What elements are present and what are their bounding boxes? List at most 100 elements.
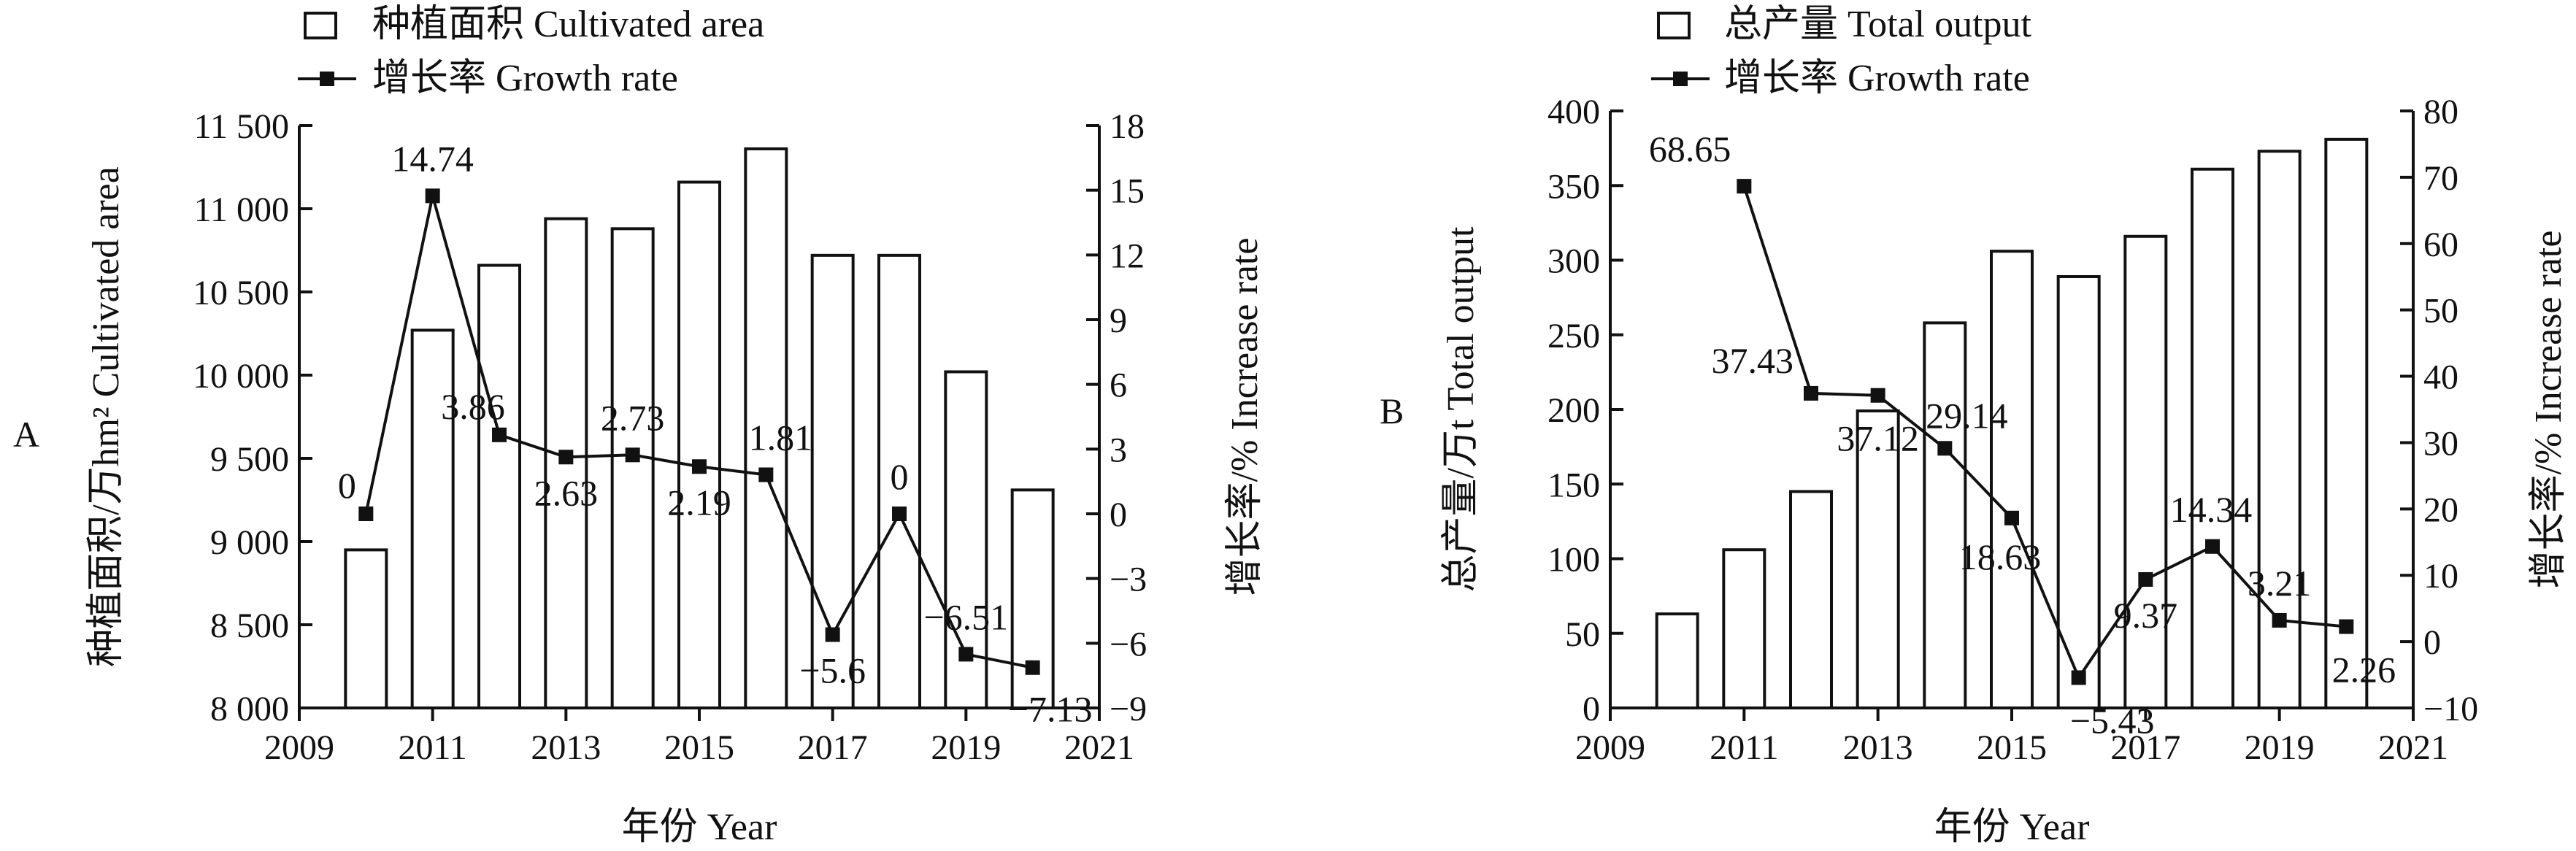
growth-rate-point-2014 xyxy=(1937,441,1953,456)
bar-2010 xyxy=(344,548,388,710)
right-y-tick-label: 6 xyxy=(1110,366,1127,405)
right-y-tick-label: 15 xyxy=(1110,172,1145,211)
right-y-tick-label: 0 xyxy=(2423,623,2441,662)
left-y-tick-label: 10 500 xyxy=(193,274,289,312)
left-y-tick-label: 150 xyxy=(1547,466,1600,504)
growth-rate-label-2010: 0 xyxy=(338,465,356,506)
ticks-b: 2009 2011 2013 2015 2017 2019 2021050100150200… xyxy=(1547,93,2478,767)
bar-2012 xyxy=(1789,490,1833,709)
growth-rate-series-a: 0 14.74 3.86 2.632.73 2.19 1.81 −5.6 0 −6.51 −7.1… xyxy=(338,138,1093,729)
growth-rate-point-2020 xyxy=(2339,619,2354,634)
right-y-tick-label: 40 xyxy=(2423,358,2458,397)
left-y-tick-label: 8 000 xyxy=(210,690,289,728)
growth-rate-label-2018: 14.34 xyxy=(2170,489,2253,530)
left-y-tick-label: 400 xyxy=(1547,93,1600,131)
right-y-tick-label: −9 xyxy=(1110,690,1147,728)
growth-rate-label-2020: 2.26 xyxy=(2332,650,2396,690)
right-y-tick-label: 3 xyxy=(1110,431,1127,469)
right-y-axis-title: 增长率/% Increase rate xyxy=(2528,231,2569,589)
growth-rate-point-2013 xyxy=(1870,388,1885,403)
x-axis-title: 年份 Year xyxy=(622,806,777,848)
x-tick-label: 2013 xyxy=(531,728,601,767)
x-axis-title: 年份 Year xyxy=(1934,806,2090,848)
growth-rate-point-2020 xyxy=(1025,660,1040,675)
panel-a-letter: A xyxy=(13,414,39,455)
legend-bar-swatch xyxy=(1657,12,1691,39)
growth-rate-point-2011 xyxy=(1737,179,1752,194)
left-y-tick-label: 10 000 xyxy=(193,357,289,396)
x-tick-label: 2021 xyxy=(1064,728,1134,767)
growth-rate-label-2019: −6.51 xyxy=(923,596,1008,637)
growth-rate-point-2017 xyxy=(825,627,840,642)
growth-rate-point-2015 xyxy=(692,459,707,474)
growth-rate-label-2014: 2.73 xyxy=(601,397,665,438)
growth-rate-point-2019 xyxy=(2272,612,2287,628)
left-y-tick-label: 100 xyxy=(1547,541,1600,579)
growth-rate-point-2014 xyxy=(625,447,640,463)
right-y-tick-label: 50 xyxy=(2423,292,2458,331)
x-tick-label: 2019 xyxy=(931,728,1001,767)
x-tick-label: 2011 xyxy=(1710,728,1778,767)
bar-2020 xyxy=(1010,488,1055,709)
growth-rate-point-2015 xyxy=(2004,510,2019,525)
growth-rate-point-2011 xyxy=(425,188,440,204)
bar-2018 xyxy=(2191,167,2234,709)
growth-rate-point-2019 xyxy=(958,647,974,662)
growth-rate-label-2018: 0 xyxy=(891,456,909,497)
bar-2016 xyxy=(744,147,788,710)
x-tick-label: 2017 xyxy=(2110,728,2180,767)
x-tick-label: 2019 xyxy=(2245,728,2315,767)
right-y-tick-label: 9 xyxy=(1110,301,1127,340)
right-y-tick-label: 12 xyxy=(1110,236,1145,275)
right-y-tick-label: 20 xyxy=(2423,490,2458,529)
x-tick-label: 2013 xyxy=(1843,728,1913,767)
bar-2014 xyxy=(610,227,655,709)
left-y-tick-label: 50 xyxy=(1565,615,1600,654)
left-y-tick-label: 9 500 xyxy=(210,440,289,479)
panel-a: A 种植面积 Cultivated area 增长率 Growth rate 2… xyxy=(13,4,1266,848)
growth-rate-line xyxy=(1742,185,2347,681)
growth-rate-point-2012 xyxy=(1804,385,1818,401)
growth-rate-label-2014: 29.14 xyxy=(1926,395,2008,436)
bar-2014 xyxy=(1923,321,1967,709)
growth-rate-point-2012 xyxy=(492,427,507,442)
legend-line-marker xyxy=(1673,72,1688,86)
legend-line-marker xyxy=(320,72,334,86)
growth-rate-label-2019: 3.21 xyxy=(2248,563,2312,604)
growth-rate-point-2017 xyxy=(2138,571,2153,587)
left-y-axis-title: 种植面积/万hm² Cultivated area xyxy=(85,166,127,667)
left-y-tick-label: 300 xyxy=(1547,242,1600,281)
bar-2012 xyxy=(477,263,521,709)
left-y-tick-label: 8 500 xyxy=(210,607,289,645)
x-tick-label: 2017 xyxy=(798,728,868,767)
legend-line-label: 增长率 Growth rate xyxy=(1724,58,2030,99)
bars-b xyxy=(1655,137,2369,710)
right-y-tick-label: 18 xyxy=(1110,107,1145,146)
growth-rate-point-2013 xyxy=(558,450,574,465)
growth-rate-label-2011: 14.74 xyxy=(391,138,474,179)
growth-rate-label-2011: 68.65 xyxy=(1649,128,1731,169)
left-y-tick-label: 11 000 xyxy=(194,190,289,229)
bar-2011 xyxy=(1722,548,1766,709)
x-tick-label: 2015 xyxy=(1977,728,2047,767)
right-y-tick-label: −6 xyxy=(1110,625,1147,663)
left-y-tick-label: 11 500 xyxy=(194,107,289,146)
right-y-tick-label: 80 xyxy=(2423,93,2458,131)
growth-rate-label-2017: −5.6 xyxy=(799,650,866,691)
x-tick-label: 2009 xyxy=(1575,728,1645,767)
bar-2016 xyxy=(2056,274,2101,709)
right-y-tick-label: 0 xyxy=(1110,496,1127,534)
left-y-tick-label: 0 xyxy=(1583,690,1600,728)
growth-rate-label-2012: 37.43 xyxy=(1712,340,1794,381)
right-y-tick-label: 60 xyxy=(2423,226,2458,264)
growth-rate-label-2012: 3.86 xyxy=(441,386,505,427)
growth-rate-label-2015: 2.19 xyxy=(667,482,731,523)
growth-rate-label-2013: 2.63 xyxy=(534,472,599,513)
legend-bar-swatch xyxy=(304,12,337,39)
growth-rate-point-2016 xyxy=(758,467,774,482)
legend-line-label: 增长率 Growth rate xyxy=(372,58,678,99)
x-tick-label: 2015 xyxy=(664,728,734,767)
bar-2015 xyxy=(677,180,721,709)
